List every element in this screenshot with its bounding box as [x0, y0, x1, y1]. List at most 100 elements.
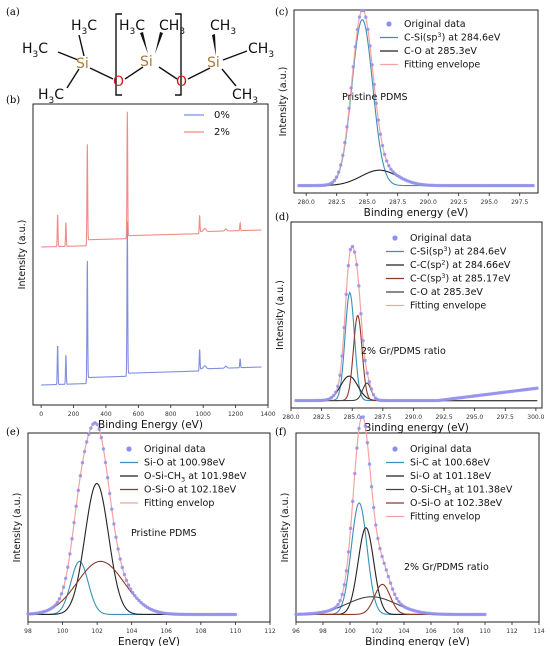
data-point	[531, 183, 535, 188]
x-tick-label: 98	[319, 628, 327, 635]
data-point	[131, 591, 135, 595]
legend-item: O-Si-CH3 at 101.98eV	[120, 471, 247, 484]
component-peak-4	[296, 583, 485, 616]
legend-label: O-Si-O at 102.18eV	[144, 485, 237, 496]
data-point	[105, 476, 110, 480]
x-tick-label: 104	[126, 628, 138, 635]
x-tick-label: 98	[24, 628, 32, 635]
legend: Original data Si-O at 100.98eV O-Si-CH3 at…	[120, 444, 247, 509]
x-tick-label: 106	[425, 628, 437, 635]
data-point	[364, 15, 368, 19]
c1s-pristine-chart: 280.0 282.5 285.0 287.5 290.0 292.5 295.0 297.5…	[278, 8, 539, 219]
data-point	[367, 462, 372, 466]
x-axis-ticks: 0 200 400 600 800 1000 1200 1400	[39, 405, 276, 418]
legend-label: Fitting envelop	[144, 498, 214, 509]
data-point	[97, 427, 101, 432]
data-point	[350, 244, 355, 249]
data-point	[116, 547, 120, 551]
data-point	[382, 152, 387, 157]
data-point	[365, 371, 369, 375]
data-point	[369, 387, 374, 391]
data-point	[384, 568, 388, 572]
data-point	[330, 180, 335, 185]
series-line-0pct	[41, 221, 262, 386]
sample-annotation: 2% Gr/PDMS ratio	[361, 346, 446, 357]
x-axis-ticks: 96 98 100 102 104 106 108 110 112 114	[292, 622, 545, 635]
data-point	[341, 153, 345, 157]
x-tick-label: 114	[533, 628, 545, 635]
legend-item: C-Si(sp3) at 284.6eV	[380, 31, 501, 44]
data-point	[363, 358, 367, 363]
legend-label: Si-C at 100.68eV	[410, 458, 490, 469]
x-tick-label: 285.0	[344, 414, 361, 421]
x-tick-label: 297.5	[511, 199, 528, 206]
data-point	[61, 585, 66, 589]
panel-label-d: (d)	[275, 212, 289, 223]
legend-item: O-Si-O at 102.18eV	[120, 485, 237, 496]
data-point	[366, 27, 370, 32]
legend-item: Si-C at 100.68eV	[386, 458, 490, 469]
data-point	[339, 163, 343, 167]
legend-marker	[392, 235, 398, 241]
legend-label: Original data	[410, 444, 472, 455]
data-point	[352, 250, 357, 254]
data-point	[385, 159, 389, 163]
data-point	[348, 526, 353, 531]
silicon-atom-right: Si	[207, 55, 220, 71]
data-point	[101, 447, 106, 451]
legend-item: C-C(sp3) at 285.17eV	[386, 272, 511, 285]
legend-label: Si-O at 101.18eV	[410, 471, 492, 482]
data-point	[351, 499, 355, 504]
data-point	[397, 600, 401, 604]
data-point	[395, 596, 399, 601]
legend-label: O-Si-O at 102.38eV	[410, 498, 503, 509]
data-point	[80, 461, 85, 465]
data-point	[357, 15, 362, 19]
legend: 0% 2%	[184, 110, 230, 138]
x-tick-label: 295.0	[481, 199, 498, 206]
data-point	[76, 488, 80, 493]
x-tick-label: 290.0	[420, 199, 437, 206]
data-point	[345, 125, 349, 129]
legend-item: Original data	[392, 233, 472, 244]
data-point	[340, 592, 344, 597]
y-axis-title: Intensity (a.u.)	[280, 493, 291, 563]
data-point	[378, 132, 383, 136]
x-tick-label: 297.5	[497, 414, 514, 421]
methyl-right: CH3	[248, 41, 274, 60]
legend-marker	[386, 21, 392, 27]
x-tick-label: 1400	[260, 411, 275, 418]
data-point	[355, 263, 359, 267]
legend-item: Original data	[392, 444, 472, 455]
data-point	[390, 587, 395, 591]
legend: Original data Si-C at 100.68eV Si-O at 101…	[386, 444, 513, 523]
data-point	[355, 446, 359, 450]
legend-item: Original data	[386, 19, 466, 30]
x-tick-label: 110	[479, 628, 491, 635]
data-point	[114, 535, 118, 539]
data-point	[374, 101, 378, 105]
data-point	[336, 170, 341, 174]
legend-label: Original data	[144, 444, 206, 455]
data-point	[70, 537, 74, 541]
data-point	[362, 8, 366, 13]
silicon-atom-middle: Si	[140, 54, 153, 70]
sample-annotation: Pristine PDMS	[131, 528, 197, 539]
x-tick-label: 96	[292, 628, 300, 635]
y-axis-title: Intensity (a.u.)	[278, 67, 289, 137]
legend-item: C-C(sp2) at 284.66eV	[386, 259, 511, 271]
x-tick-label: 292.5	[450, 199, 467, 206]
data-point	[331, 393, 336, 398]
silicon-atom-left: Si	[76, 56, 89, 72]
legend-label: Original data	[404, 19, 466, 30]
x-tick-label: 300.0	[527, 414, 544, 421]
data-point	[53, 603, 57, 607]
data-point	[103, 460, 108, 465]
x-tick-label: 287.5	[374, 414, 391, 421]
legend-item: Fitting envelop	[386, 512, 480, 523]
x-tick-label: 287.5	[389, 199, 406, 206]
data-point	[68, 552, 72, 556]
methyl-top-right: CH3	[210, 18, 236, 37]
y-axis-title: Intensity (a.u.)	[275, 280, 286, 350]
